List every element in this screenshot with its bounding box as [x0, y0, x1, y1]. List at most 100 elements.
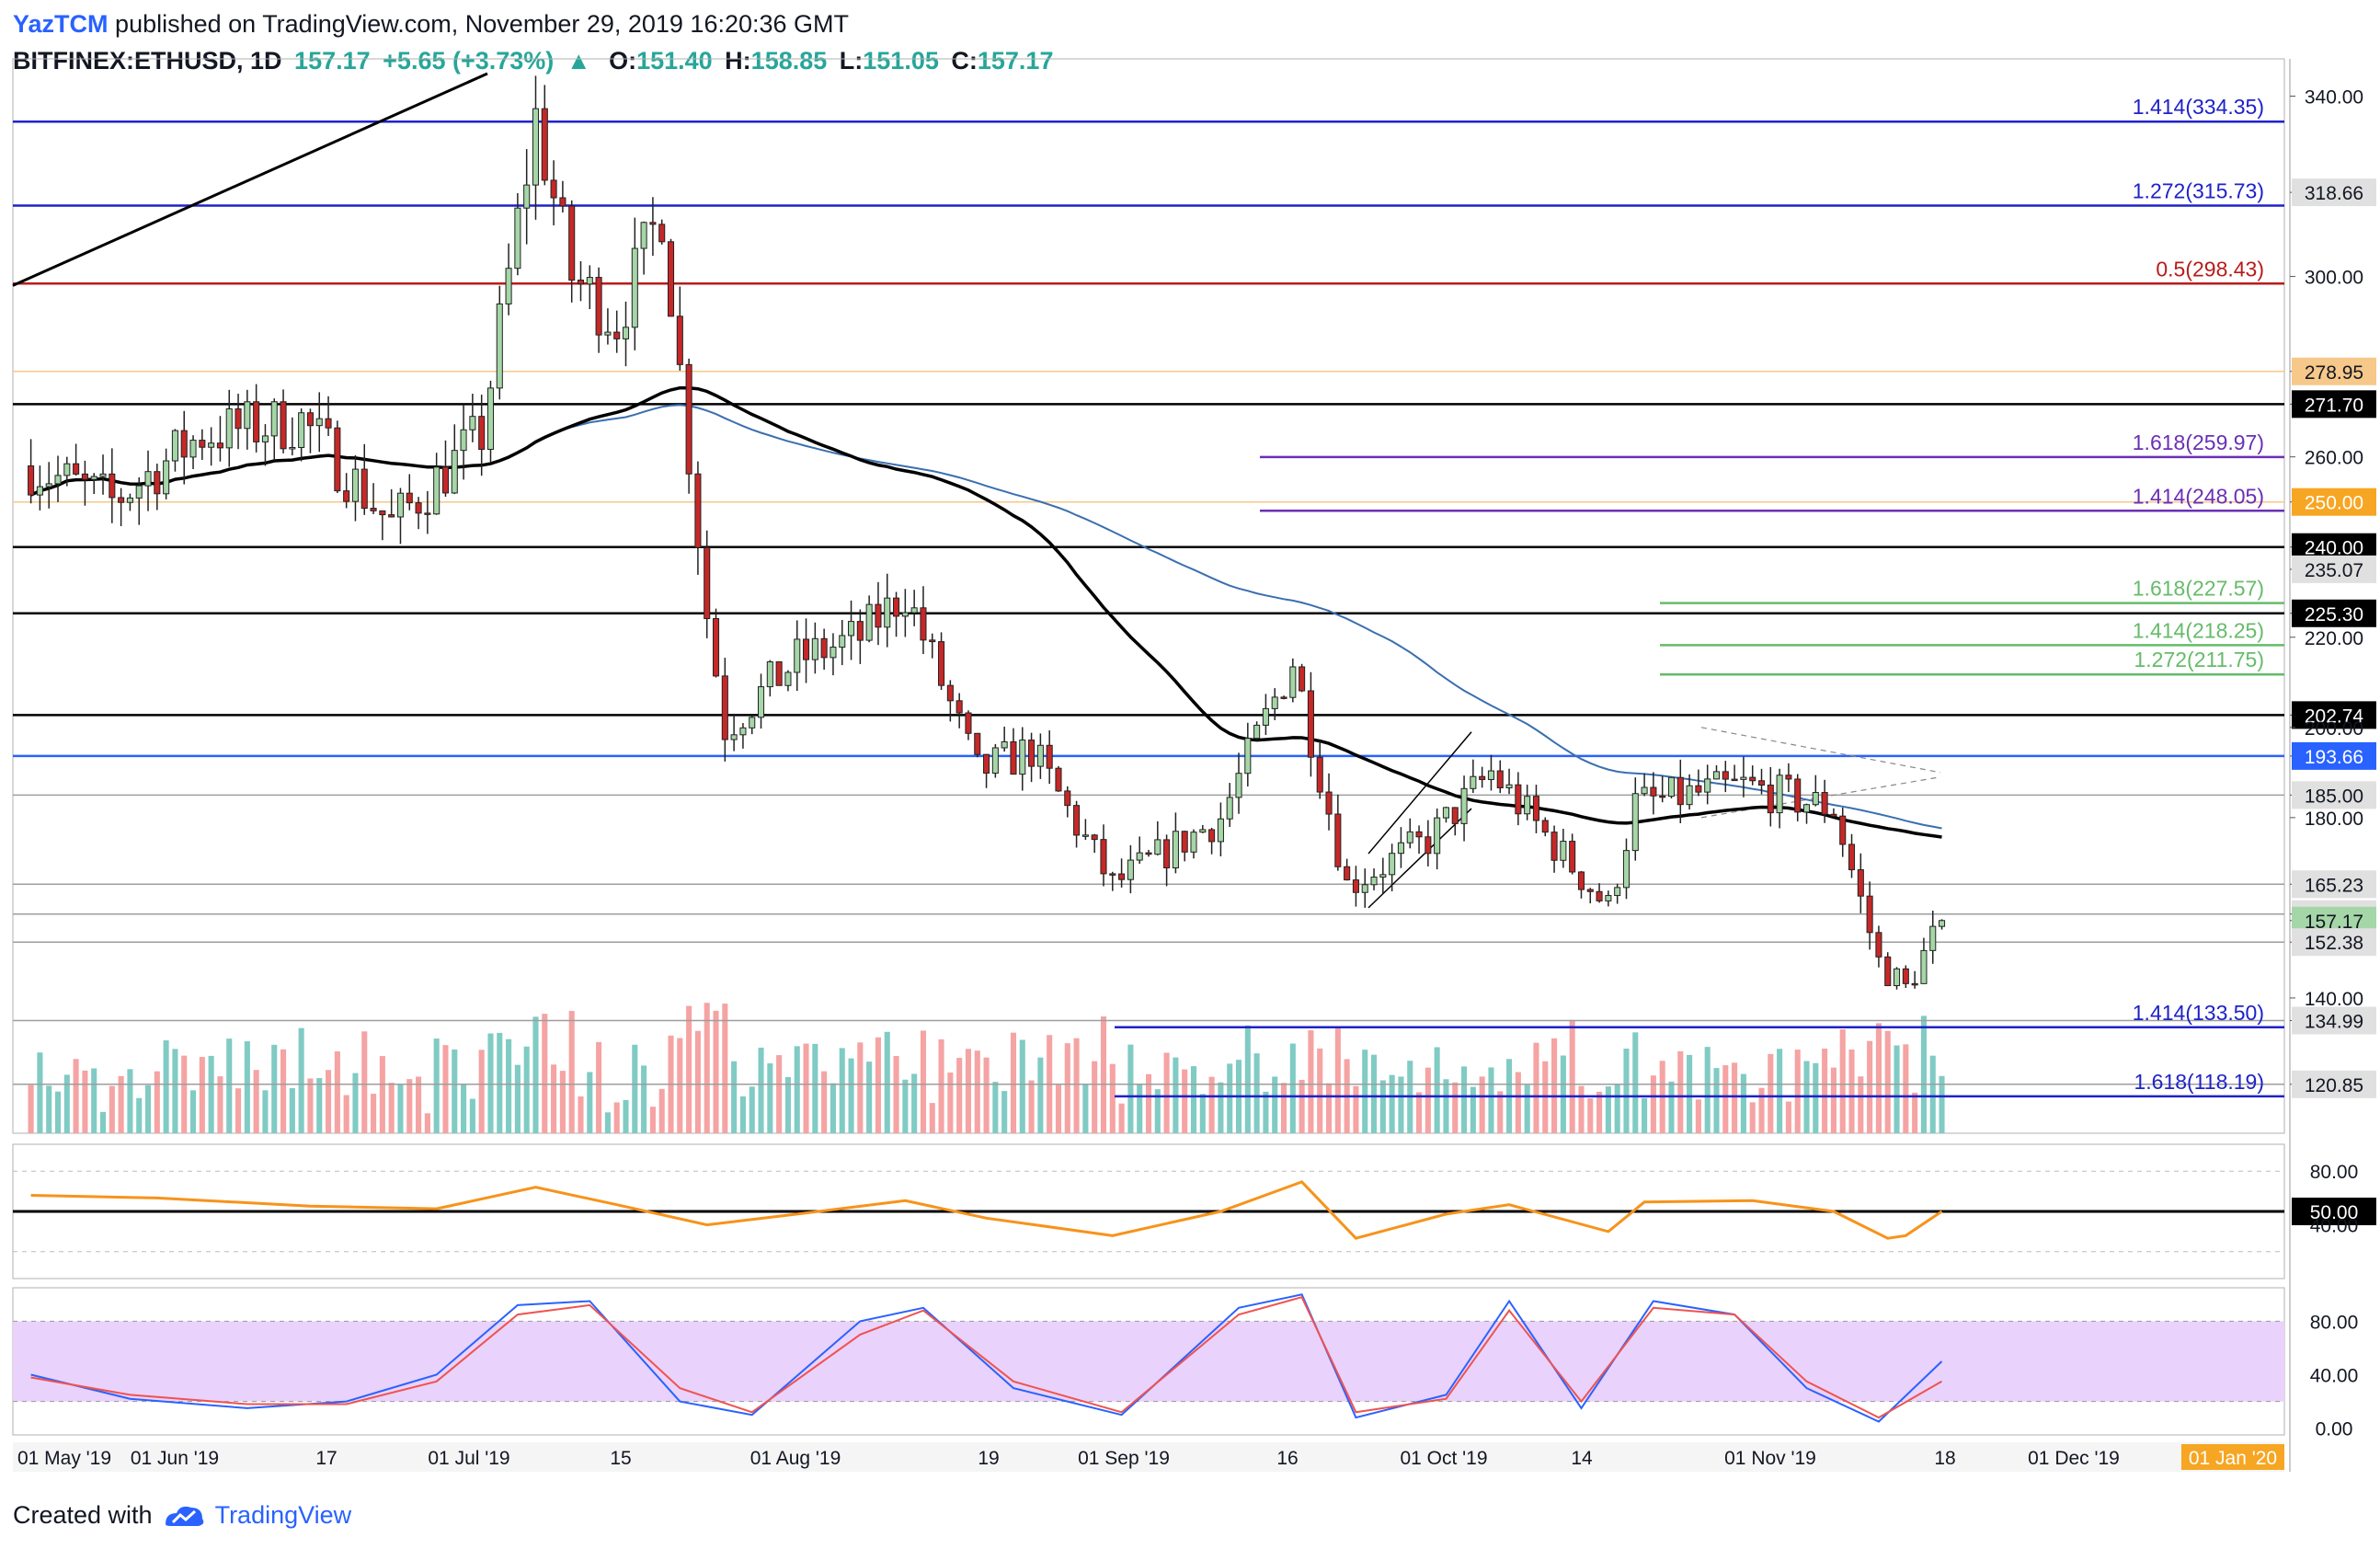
volume-bar: [99, 1111, 107, 1133]
candle-body: [1659, 795, 1666, 798]
volume-bar: [1092, 1061, 1098, 1133]
candle-body: [1325, 791, 1333, 815]
candle-body: [1622, 850, 1631, 889]
time-axis-bg: [13, 1442, 2284, 1472]
chart-header: YazTCM published on TradingView.com, Nov…: [13, 6, 1058, 79]
candle-body: [1389, 853, 1396, 876]
candle-body: [1695, 785, 1702, 793]
price-axis-badge: [2292, 701, 2376, 729]
volume-bar: [1137, 1084, 1143, 1133]
rsi-line: [30, 1180, 1943, 1240]
volume-bar: [487, 1033, 494, 1133]
volume-bar: [371, 1094, 377, 1133]
volume-bar: [1308, 1030, 1314, 1133]
candle-body: [884, 597, 891, 628]
volume-bar: [1668, 1081, 1675, 1133]
volume-bar: [1289, 1043, 1296, 1133]
candle-body: [1271, 696, 1278, 709]
volume-bar: [1858, 1076, 1864, 1133]
price-axis-label: 225.30: [2305, 604, 2363, 625]
volume-bar: [397, 1084, 404, 1133]
time-axis-label: 18: [1934, 1448, 1955, 1469]
time-axis-label: 01 Jan '20: [2189, 1448, 2277, 1469]
price-axis[interactable]: 340.00 318.66 300.00 278.95 271.70 260.00 250.…: [2290, 87, 2376, 1440]
volume-bar: [1650, 1075, 1656, 1133]
volume-bar: [542, 1014, 548, 1133]
ohlc-line: BITFINEX:ETHUSD, 1D 157.17 +5.65 (+3.73%…: [13, 42, 1058, 79]
volume-bar: [1434, 1047, 1440, 1133]
volume-bar: [649, 1107, 656, 1133]
stoch-d-line: [30, 1296, 1942, 1419]
volume-bar: [1100, 1016, 1107, 1133]
volume-bar: [73, 1059, 79, 1133]
candle-body: [685, 363, 692, 475]
candle-body: [315, 418, 323, 427]
volume-bar: [677, 1038, 683, 1133]
volume-bar: [604, 1112, 611, 1133]
volume-bar: [1416, 1092, 1423, 1133]
candle-body: [496, 303, 503, 389]
candle-body: [955, 700, 963, 714]
volume-bar: [1443, 1079, 1449, 1133]
volume-bar: [1218, 1082, 1224, 1133]
high-label: H:: [725, 47, 751, 75]
candle-body: [1631, 793, 1639, 852]
candle-body: [1821, 792, 1828, 815]
volume-bar: [280, 1049, 287, 1133]
candle-body: [1712, 771, 1721, 780]
volume-bar: [1623, 1049, 1630, 1133]
candle-body: [1046, 744, 1053, 769]
price-axis-label: 180.00: [2305, 809, 2363, 830]
candle-body: [820, 637, 828, 659]
price-axis-label: 340.00: [2305, 87, 2363, 109]
candle-body: [577, 280, 585, 285]
volume-bar: [1758, 1087, 1765, 1133]
tradingview-link[interactable]: TradingView: [214, 1501, 352, 1529]
candle-body: [856, 621, 864, 641]
candle-body: [1929, 925, 1937, 951]
volume-bar: [1749, 1102, 1756, 1133]
time-axis-label: 15: [610, 1448, 631, 1469]
volume-bar: [1353, 1085, 1359, 1133]
time-axis-label: 14: [1571, 1448, 1593, 1469]
volume-bar: [641, 1065, 647, 1133]
candle-body: [280, 401, 287, 450]
candle-body: [244, 401, 251, 430]
price-axis-label: 185.00: [2305, 786, 2363, 807]
candle-body: [505, 268, 512, 304]
price-axis-label: 165.23: [2305, 875, 2363, 896]
candle-body: [253, 401, 260, 442]
candle-body: [1560, 841, 1567, 861]
fib-level-label: 1.272(315.73): [2133, 178, 2264, 202]
candle-body: [1812, 792, 1819, 806]
volume-bar: [1569, 1019, 1575, 1133]
price-axis-label: 260.00: [2305, 448, 2363, 469]
volume-bar: [1732, 1062, 1738, 1133]
candle-body: [595, 277, 602, 336]
publish-line: YazTCM published on TradingView.com, Nov…: [13, 6, 1058, 42]
candle-body: [1577, 871, 1585, 890]
volume-bar: [1299, 1079, 1305, 1133]
candle-body: [1550, 832, 1558, 861]
candle-body: [559, 197, 566, 207]
candle-body: [712, 618, 720, 677]
price-axis-badge: [2292, 599, 2376, 627]
volume-bar: [1127, 1044, 1134, 1133]
candle-body: [1767, 785, 1774, 814]
price-axis-badge: [2292, 741, 2376, 770]
volume-bar: [1794, 1050, 1801, 1133]
volume-bar: [568, 1011, 575, 1133]
time-axis[interactable]: 01 May '19 01 Jun '19 17 01 Jul '19 15 01 Aug…: [13, 1442, 2284, 1472]
time-axis-label: 01 Oct '19: [1400, 1448, 1487, 1469]
volume-bar: [1632, 1032, 1639, 1133]
price-axis-label: 240.00: [2305, 538, 2363, 559]
author-name[interactable]: YazTCM: [13, 10, 109, 38]
volume-bar: [1362, 1050, 1368, 1133]
candle-body: [1081, 834, 1089, 837]
moving-average-black: [29, 385, 1942, 839]
volume-bar: [974, 1050, 980, 1133]
candle-body: [478, 416, 486, 451]
candle-body: [631, 247, 638, 328]
candle-body: [45, 483, 52, 488]
